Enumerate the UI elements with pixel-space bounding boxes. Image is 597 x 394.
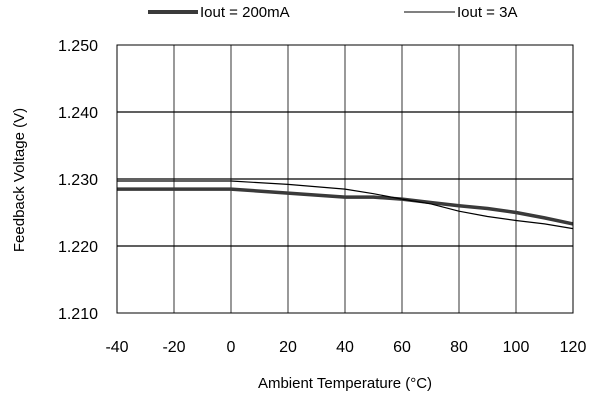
y-axis-title: Feedback Voltage (V) [11, 108, 28, 252]
x-tick-label: 100 [503, 339, 530, 356]
y-tick-labels: 1.210 1.220 1.230 1.240 1.250 [58, 38, 98, 323]
grid-lines [117, 45, 573, 313]
x-tick-label: 20 [279, 339, 297, 356]
legend-label-3a: Iout = 3A [457, 4, 517, 21]
series-lines [117, 180, 574, 230]
y-tick-label: 1.250 [58, 38, 98, 55]
y-tick-label: 1.240 [58, 105, 98, 122]
legend-label-200ma: Iout = 200mA [200, 4, 290, 21]
y-tick-label: 1.230 [58, 172, 98, 189]
x-tick-label: -20 [162, 339, 185, 356]
series-line-3a [117, 180, 574, 230]
x-tick-label: 120 [560, 339, 587, 356]
y-tick-label: 1.210 [58, 306, 98, 323]
x-tick-labels: -40 -20 0 20 40 60 80 100 120 [105, 339, 586, 356]
x-tick-label: -40 [105, 339, 128, 356]
legend: Iout = 200mA Iout = 3A [148, 4, 517, 21]
y-tick-label: 1.220 [58, 239, 98, 256]
x-tick-label: 0 [227, 339, 236, 356]
plot-border [116, 44, 574, 314]
x-axis-title: Ambient Temperature (°C) [258, 375, 432, 392]
x-tick-label: 40 [336, 339, 354, 356]
x-tick-label: 60 [393, 339, 411, 356]
x-tick-label: 80 [450, 339, 468, 356]
